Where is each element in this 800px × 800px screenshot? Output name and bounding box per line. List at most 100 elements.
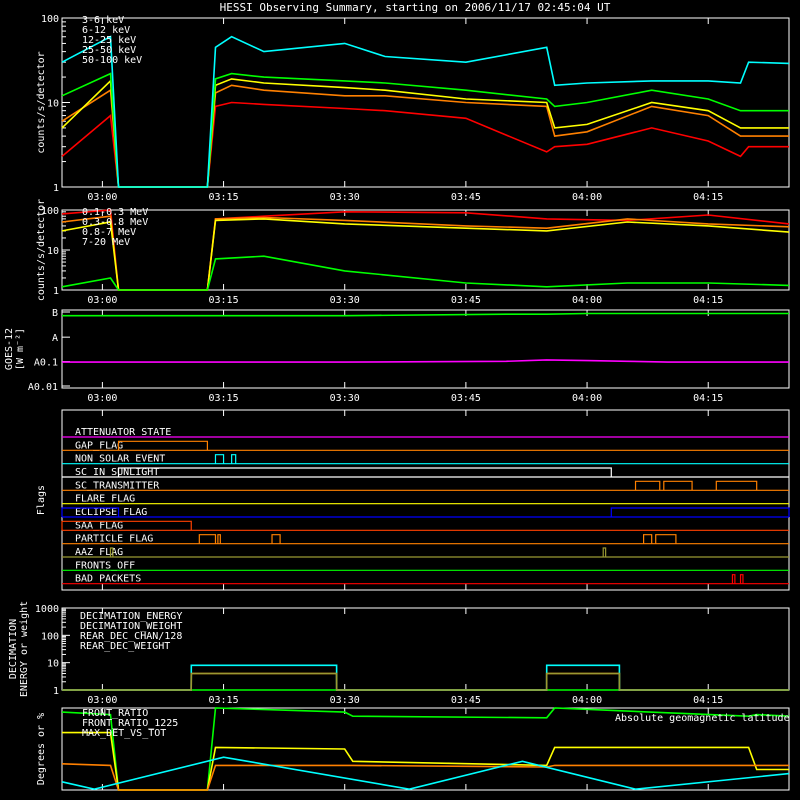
flag-label: SC_TRANSMITTER <box>75 480 160 491</box>
flag-segment <box>634 480 661 491</box>
flag-segment <box>610 507 790 517</box>
flag-label: PARTICLE_FLAG <box>75 534 153 545</box>
flags-frame <box>61 409 790 591</box>
flag-segment <box>198 534 217 544</box>
flag-segment <box>61 520 192 531</box>
goes-y-label: GOES-12 <box>4 328 15 370</box>
high-energy-y-tick-label: 1 <box>53 286 59 297</box>
ratios-frame <box>61 707 790 791</box>
high-energy-legend-entry: 0.1-0.3 MeV <box>82 207 148 218</box>
flag-label: BAD_PACKETS <box>75 574 141 585</box>
flag-segment <box>731 574 736 584</box>
goes-x-tick-label: 04:00 <box>572 393 602 404</box>
low-energy-series-line <box>61 72 789 188</box>
flag-label: AAZ_FLAG <box>75 547 123 558</box>
low-energy-series-line <box>61 101 789 188</box>
low-energy-y-tick-label: 100 <box>41 14 59 25</box>
decimation-legend-entry: DECIMATION_WEIGHT <box>80 621 182 632</box>
goes-y-tick-label: A0.1 <box>34 358 58 369</box>
low-energy-y-label: counts/s/detector <box>36 51 47 153</box>
decimation-series-line <box>62 672 789 691</box>
flag-label: ECLIPSE_FLAG <box>75 507 147 518</box>
decimation-y-label: DECIMATION <box>8 619 19 679</box>
low-energy-legend-entry: 6-12 keV <box>82 25 130 36</box>
high-energy-series-line <box>61 255 790 291</box>
high-energy-y-tick-label: 10 <box>47 246 59 257</box>
flag-segment <box>231 454 237 464</box>
decimation-legend-entry: REAR_DEC_CHAN/128 <box>80 631 182 642</box>
flag-segment <box>642 534 653 544</box>
high-energy-legend-entry: 0.8-7 MeV <box>82 227 136 238</box>
flag-segment <box>271 534 281 544</box>
flag-label: GAP_FLAG <box>75 440 123 451</box>
goes-frame <box>61 309 790 389</box>
ratios-series-line <box>61 763 789 791</box>
flags-y-label: Flags <box>36 485 47 515</box>
decimation-y-tick-label: 1000 <box>35 604 59 615</box>
decimation-x-tick-label: 04:15 <box>693 695 723 706</box>
flag-label: FRONTS_OFF <box>75 560 135 571</box>
flag-segment <box>663 480 693 491</box>
low-energy-legend-entry: 12-25 keV <box>82 35 136 46</box>
decimation-y-tick-label: 100 <box>41 631 59 642</box>
low-energy-x-tick-label: 03:30 <box>330 192 360 203</box>
flag-segment <box>61 507 120 517</box>
low-energy-frame <box>61 17 790 188</box>
high-energy-x-tick-label: 03:45 <box>451 295 481 306</box>
goes-x-tick-label: 03:00 <box>87 393 117 404</box>
low-energy-series-line <box>61 84 789 188</box>
goes-y-tick-label: A0.01 <box>28 382 58 393</box>
goes-series-line <box>62 312 789 317</box>
flag-segment <box>117 440 208 451</box>
high-energy-x-tick-label: 04:15 <box>693 295 723 306</box>
low-energy-x-tick-label: 03:00 <box>87 192 117 203</box>
decimation-y-label-2: ENERGY or weight <box>19 601 30 697</box>
ratios-series-line <box>62 731 789 791</box>
high-energy-y-label: counts/s/detector <box>36 199 47 301</box>
high-energy-series-line <box>61 218 790 291</box>
goes-y-label-2: [W m⁻²] <box>15 328 26 370</box>
ratios-legend-entry: FRONT_RATIO <box>82 708 148 719</box>
decimation-y-tick-label: 1 <box>53 686 59 697</box>
flag-segment <box>715 480 758 491</box>
low-energy-x-tick-label: 03:45 <box>451 192 481 203</box>
goes-x-tick-label: 03:45 <box>451 393 481 404</box>
geomag-latitude-line <box>61 756 790 791</box>
low-energy-series-line <box>61 35 790 188</box>
decimation-legend-entry: DECIMATION_ENERGY <box>80 611 182 622</box>
high-energy-x-tick-label: 03:00 <box>87 295 117 306</box>
flag-segment <box>117 467 612 477</box>
low-energy-legend-entry: 25-50 keV <box>82 45 136 56</box>
decimation-x-tick-label: 03:45 <box>451 695 481 706</box>
low-energy-x-tick-label: 04:15 <box>693 192 723 203</box>
decimation-x-tick-label: 04:00 <box>572 695 602 706</box>
geomag-annotation: Absolute geomagnetic latitude <box>615 713 790 724</box>
goes-x-tick-label: 03:30 <box>330 393 360 404</box>
flag-label: NON_SOLAR_EVENT <box>75 454 165 465</box>
high-energy-legend-entry: 0.3-0.8 MeV <box>82 217 148 228</box>
low-energy-legend-entry: 50-100 keV <box>82 55 142 66</box>
decimation-x-tick-label: 03:15 <box>209 695 239 706</box>
goes-y-tick-label: A <box>52 333 58 344</box>
decimation-x-tick-label: 03:00 <box>87 695 117 706</box>
decimation-series-line <box>62 672 789 691</box>
flag-label: SC_IN_SUNLIGHT <box>75 467 159 478</box>
low-energy-y-tick-label: 10 <box>47 99 59 110</box>
goes-x-tick-label: 04:15 <box>693 393 723 404</box>
decimation-legend-entry: REAR_DEC_WEIGHT <box>80 641 170 652</box>
low-energy-legend-entry: 3-6 keV <box>82 15 124 26</box>
high-energy-x-tick-label: 04:00 <box>572 295 602 306</box>
goes-series-line <box>62 359 789 363</box>
low-energy-x-tick-label: 04:00 <box>572 192 602 203</box>
high-energy-legend-entry: 7-20 MeV <box>82 237 130 248</box>
low-energy-y-tick-label: 1 <box>53 183 59 194</box>
goes-y-tick-label: B <box>52 308 58 319</box>
goes-x-tick-label: 03:15 <box>209 393 239 404</box>
flag-label: ATTENUATOR_STATE <box>75 427 171 438</box>
decimation-series-line <box>62 664 789 691</box>
decimation-y-tick-label: 10 <box>47 659 59 670</box>
flag-segment <box>109 547 114 557</box>
low-energy-x-tick-label: 03:15 <box>209 192 239 203</box>
flag-segment <box>602 547 607 557</box>
